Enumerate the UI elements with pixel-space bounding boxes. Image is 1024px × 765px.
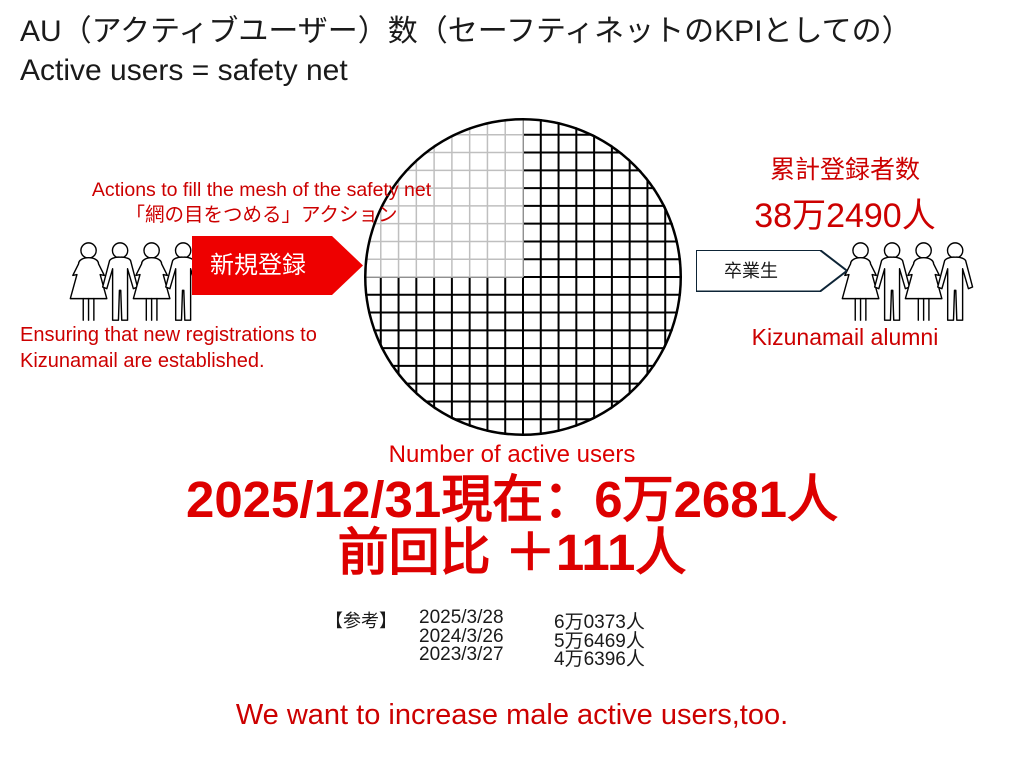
- svg-text:卒業生: 卒業生: [724, 261, 778, 281]
- svg-text:新規登録: 新規登録: [210, 252, 306, 279]
